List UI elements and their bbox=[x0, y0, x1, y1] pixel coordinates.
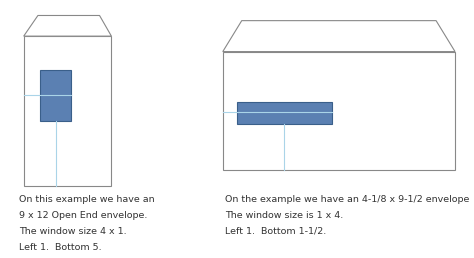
Text: Left 1.  Bottom 1-1/2.: Left 1. Bottom 1-1/2. bbox=[225, 227, 327, 236]
Text: The window size 4 x 1.: The window size 4 x 1. bbox=[19, 227, 127, 236]
Bar bbox=[40, 70, 71, 121]
Polygon shape bbox=[223, 21, 455, 52]
Bar bbox=[24, 36, 111, 186]
Bar bbox=[223, 52, 455, 170]
Polygon shape bbox=[24, 15, 111, 36]
Text: On the example we have an 4-1/8 x 9-1/2 envelope: On the example we have an 4-1/8 x 9-1/2 … bbox=[225, 195, 470, 204]
Bar bbox=[237, 102, 332, 124]
Text: On this example we have an: On this example we have an bbox=[19, 195, 155, 204]
Text: 9 x 12 Open End envelope.: 9 x 12 Open End envelope. bbox=[19, 211, 147, 220]
Text: The window size is 1 x 4.: The window size is 1 x 4. bbox=[225, 211, 343, 220]
Text: Left 1.  Bottom 5.: Left 1. Bottom 5. bbox=[19, 243, 101, 252]
